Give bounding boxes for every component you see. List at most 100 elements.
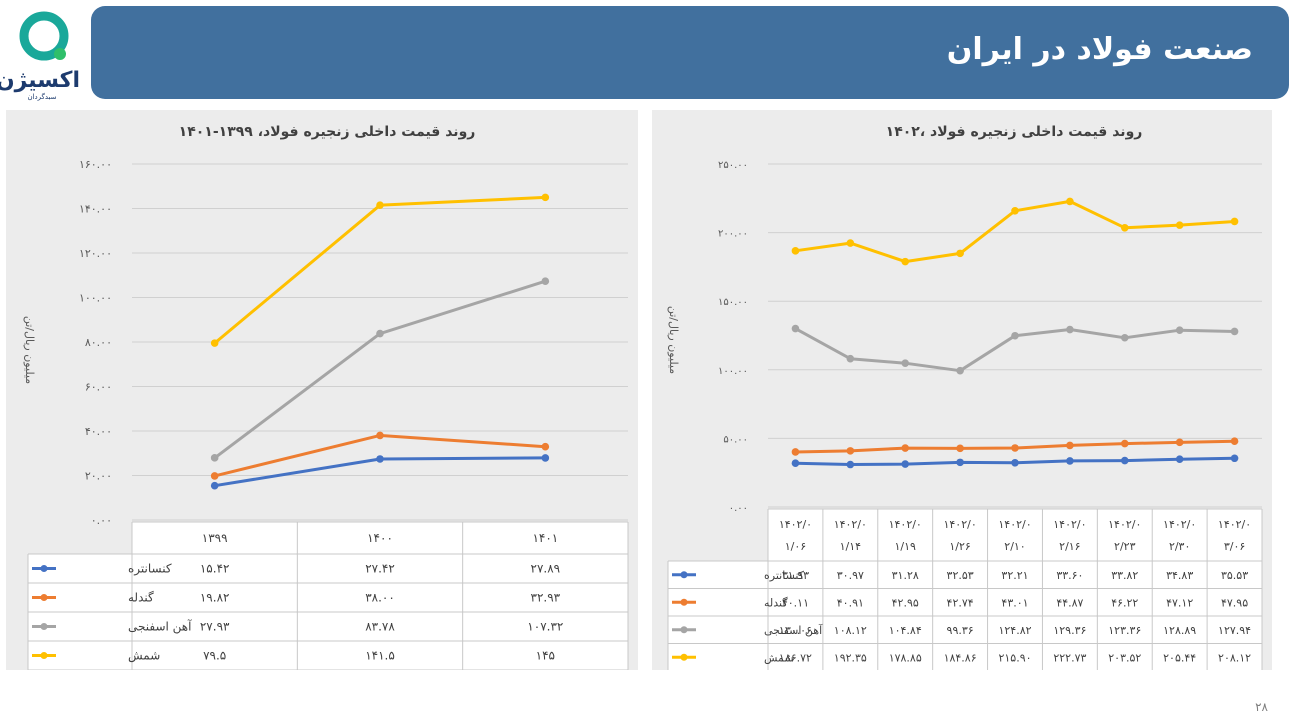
header-banner: صنعت فولاد در ایران	[91, 6, 1289, 99]
data-point	[1230, 217, 1239, 226]
table-cell-value: ۴۶.۲۲	[1111, 596, 1138, 609]
data-point	[791, 448, 800, 456]
data-point	[846, 447, 855, 455]
table-cell-value: ۱۰۴.۸۴	[889, 624, 922, 637]
x-tick-label: ۲/۲۳	[1114, 540, 1136, 553]
table-cell-value: ۱۰۸.۱۲	[834, 624, 867, 637]
data-point	[1175, 326, 1184, 334]
table-cell-value: ۸۳.۷۸	[365, 620, 395, 634]
table-cell-value: ۲۱۵.۹۰	[998, 651, 1031, 664]
x-tick-label: ۱۴۰۲/۰	[943, 518, 976, 531]
y-tick-label: ۱۴۰.۰۰	[79, 203, 112, 216]
table-cell-value: ۱۴۵	[536, 649, 555, 663]
data-point	[846, 239, 855, 247]
x-tick-label: ۱۳۹۹	[202, 531, 228, 545]
legend-key-marker	[40, 565, 48, 572]
data-point	[1120, 333, 1129, 342]
data-point	[1066, 457, 1074, 465]
table-cell-value: ۴۰.۱۱	[782, 596, 809, 609]
chart-title: روند قیمت داخلی زنجیره فولاد، ۱۳۹۹-۱۴۰۱	[179, 124, 476, 140]
table-cell-value: ۷۹.۵	[203, 649, 226, 663]
y-tick-label: ۰.۰۰	[729, 503, 748, 514]
table-cell-value: ۳۰.۹۷	[837, 569, 864, 582]
data-point	[791, 247, 800, 255]
chart-1399-1401: روند قیمت داخلی زنجیره فولاد، ۱۳۹۹-۱۴۰۱ ۰…	[23, 124, 629, 670]
legend-entry: کنسانتره	[764, 569, 805, 582]
y-tick-label: ۶۰.۰۰	[85, 381, 112, 394]
data-point	[1011, 331, 1019, 340]
y-tick-label: ۰.۰۰	[91, 514, 112, 527]
table-cell-value: ۴۴.۸۷	[1056, 596, 1083, 609]
data-point	[1120, 223, 1129, 232]
x-tick-label: ۱/۰۶	[785, 540, 806, 553]
table-cell-value: ۴۲.۹۵	[892, 596, 919, 609]
y-tick-label: ۸۰.۰۰	[85, 336, 112, 349]
data-point	[541, 277, 550, 286]
data-point	[376, 455, 384, 463]
legend-entry: آهن اسفنجی	[764, 623, 823, 637]
table-cell-value: ۱۷۸.۸۵	[889, 651, 922, 664]
logo-name: اکسیژن	[0, 68, 80, 93]
data-point	[1011, 444, 1019, 452]
table-cell-value: ۳۱.۹۳	[782, 569, 809, 582]
x-tick-label: ۱/۱۹	[895, 540, 917, 553]
data-point	[210, 339, 219, 347]
data-point	[541, 442, 550, 451]
category-header-background	[132, 522, 628, 554]
legend-entry: شمش	[764, 651, 794, 664]
x-tick-label: ۲/۱۶	[1059, 540, 1080, 553]
x-tick-label: ۳/۰۶	[1224, 540, 1245, 553]
y-tick-label: ۲۰۰.۰۰	[718, 229, 748, 240]
logo-icon	[19, 11, 69, 61]
table-cell-value: ۳۲.۲۱	[1001, 569, 1028, 582]
y-axis-label: میلیون ریال/تن	[667, 306, 680, 374]
data-point	[1066, 325, 1074, 334]
data-point	[376, 201, 384, 209]
table-cell-value: ۴۷.۹۵	[1221, 596, 1248, 609]
table-cell-value: ۱۲۳.۳۶	[1108, 624, 1141, 637]
data-point	[901, 460, 910, 468]
page-number: ۲۸	[1255, 700, 1268, 714]
y-tick-label: ۱۶۰.۰۰	[79, 158, 112, 171]
table-cell-value: ۲۲۲.۷۳	[1053, 651, 1086, 664]
legend-key-marker	[680, 626, 688, 634]
chart-title: روند قیمت داخلی زنجیره فولاد ،۱۴۰۲	[886, 124, 1143, 140]
table-cell-value: ۳۵.۵۳	[1221, 569, 1248, 582]
y-tick-label: ۲۵۰.۰۰	[718, 160, 748, 171]
table-cell-value: ۱۴۱.۵	[365, 649, 395, 663]
y-tick-label: ۲۰.۰۰	[85, 470, 112, 483]
data-point	[956, 249, 964, 258]
table-cell-value: ۳۲.۹۳	[531, 591, 561, 605]
data-point	[846, 354, 855, 363]
table-cell-value: ۲۷.۴۲	[365, 562, 395, 576]
x-tick-label: ۱۴۰۲/۰	[1053, 518, 1086, 531]
table-cell-value: ۲۰۵.۴۴	[1163, 651, 1196, 664]
table-cell-value: ۱۸۶.۷۲	[779, 651, 812, 664]
table-cell-value: ۱۲۹.۳۶	[1053, 624, 1086, 637]
table-cell-value: ۴۰.۹۱	[837, 596, 864, 609]
category-header-background	[768, 509, 1262, 561]
legend-entry: آهن اسفنجی	[128, 619, 192, 635]
table-cell-value: ۳۴.۸۳	[1166, 569, 1193, 582]
x-tick-label: ۱۴۰۲/۰	[1163, 518, 1196, 531]
data-point	[1230, 437, 1239, 446]
legend-key-marker	[680, 598, 688, 606]
table-cell-value: ۲۷.۹۳	[200, 620, 230, 634]
legend-entry: شمش	[128, 649, 160, 664]
table-cell-value: ۲۷.۸۹	[531, 562, 561, 576]
legend-key-marker	[40, 652, 48, 659]
data-point	[791, 459, 800, 467]
data-point	[210, 454, 219, 462]
data-point	[1066, 197, 1074, 206]
x-tick-label: ۱۴۰۲/۰	[1108, 518, 1141, 531]
table-cell-value: ۹۹.۳۶	[947, 624, 974, 637]
table-cell-value: ۳۲.۵۳	[947, 569, 974, 582]
page-title: صنعت فولاد در ایران	[946, 32, 1253, 67]
data-point	[1120, 456, 1129, 465]
legend-entry: گندله	[128, 591, 154, 605]
data-point	[1175, 455, 1184, 464]
y-tick-label: ۱۰۰.۰۰	[718, 366, 748, 377]
table-cell-value: ۱۰۷.۳۲	[527, 620, 563, 634]
y-axis-label: میلیون ریال/تن	[23, 316, 36, 384]
series-line-4	[213, 195, 546, 345]
